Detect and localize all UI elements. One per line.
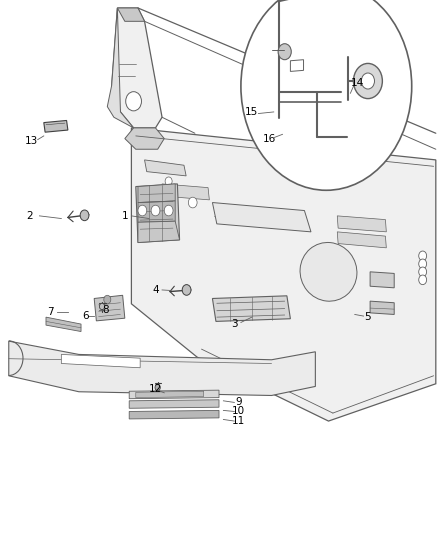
Text: 3: 3 <box>231 319 238 329</box>
Polygon shape <box>337 232 386 248</box>
Text: 13: 13 <box>25 136 38 146</box>
Circle shape <box>99 303 105 310</box>
Polygon shape <box>162 184 209 200</box>
Polygon shape <box>61 354 140 368</box>
Circle shape <box>188 197 197 208</box>
Text: 6: 6 <box>82 311 89 320</box>
Circle shape <box>151 205 160 216</box>
Polygon shape <box>212 296 290 321</box>
Text: 4: 4 <box>152 286 159 295</box>
Text: 2: 2 <box>26 211 33 221</box>
Text: 12: 12 <box>149 384 162 394</box>
Circle shape <box>419 275 427 285</box>
Polygon shape <box>138 184 175 203</box>
Polygon shape <box>138 201 175 222</box>
Polygon shape <box>44 120 68 132</box>
Circle shape <box>165 177 172 185</box>
Ellipse shape <box>300 243 357 301</box>
Polygon shape <box>138 221 180 243</box>
Polygon shape <box>136 391 204 398</box>
Circle shape <box>138 205 147 216</box>
Text: 9: 9 <box>235 398 242 407</box>
Text: 7: 7 <box>47 307 54 317</box>
Circle shape <box>419 251 427 261</box>
Polygon shape <box>46 317 81 332</box>
Polygon shape <box>129 390 219 399</box>
Text: 15: 15 <box>245 107 258 117</box>
Circle shape <box>361 73 374 89</box>
Polygon shape <box>112 8 162 128</box>
Text: 10: 10 <box>232 407 245 416</box>
Text: 14: 14 <box>350 78 364 87</box>
Polygon shape <box>131 128 436 421</box>
Polygon shape <box>9 341 315 395</box>
Polygon shape <box>290 60 304 71</box>
Circle shape <box>278 44 291 60</box>
Circle shape <box>419 259 427 269</box>
Polygon shape <box>370 301 394 314</box>
Text: 11: 11 <box>232 416 245 426</box>
Text: 16: 16 <box>263 134 276 143</box>
Polygon shape <box>107 8 134 128</box>
Polygon shape <box>129 400 219 408</box>
Polygon shape <box>129 410 219 419</box>
Text: 5: 5 <box>364 312 371 322</box>
Circle shape <box>353 63 382 99</box>
Circle shape <box>104 295 111 304</box>
Polygon shape <box>337 216 386 232</box>
Polygon shape <box>117 8 145 21</box>
Text: 8: 8 <box>102 305 109 315</box>
Circle shape <box>182 285 191 295</box>
Circle shape <box>126 92 141 111</box>
Text: 1: 1 <box>121 211 128 221</box>
Polygon shape <box>212 203 311 232</box>
Circle shape <box>241 0 412 190</box>
Polygon shape <box>125 128 164 149</box>
Circle shape <box>164 205 173 216</box>
Circle shape <box>419 267 427 277</box>
Polygon shape <box>370 272 394 288</box>
Polygon shape <box>94 295 125 321</box>
Polygon shape <box>136 184 180 243</box>
Polygon shape <box>145 160 186 176</box>
Circle shape <box>155 384 160 391</box>
Circle shape <box>80 210 89 221</box>
